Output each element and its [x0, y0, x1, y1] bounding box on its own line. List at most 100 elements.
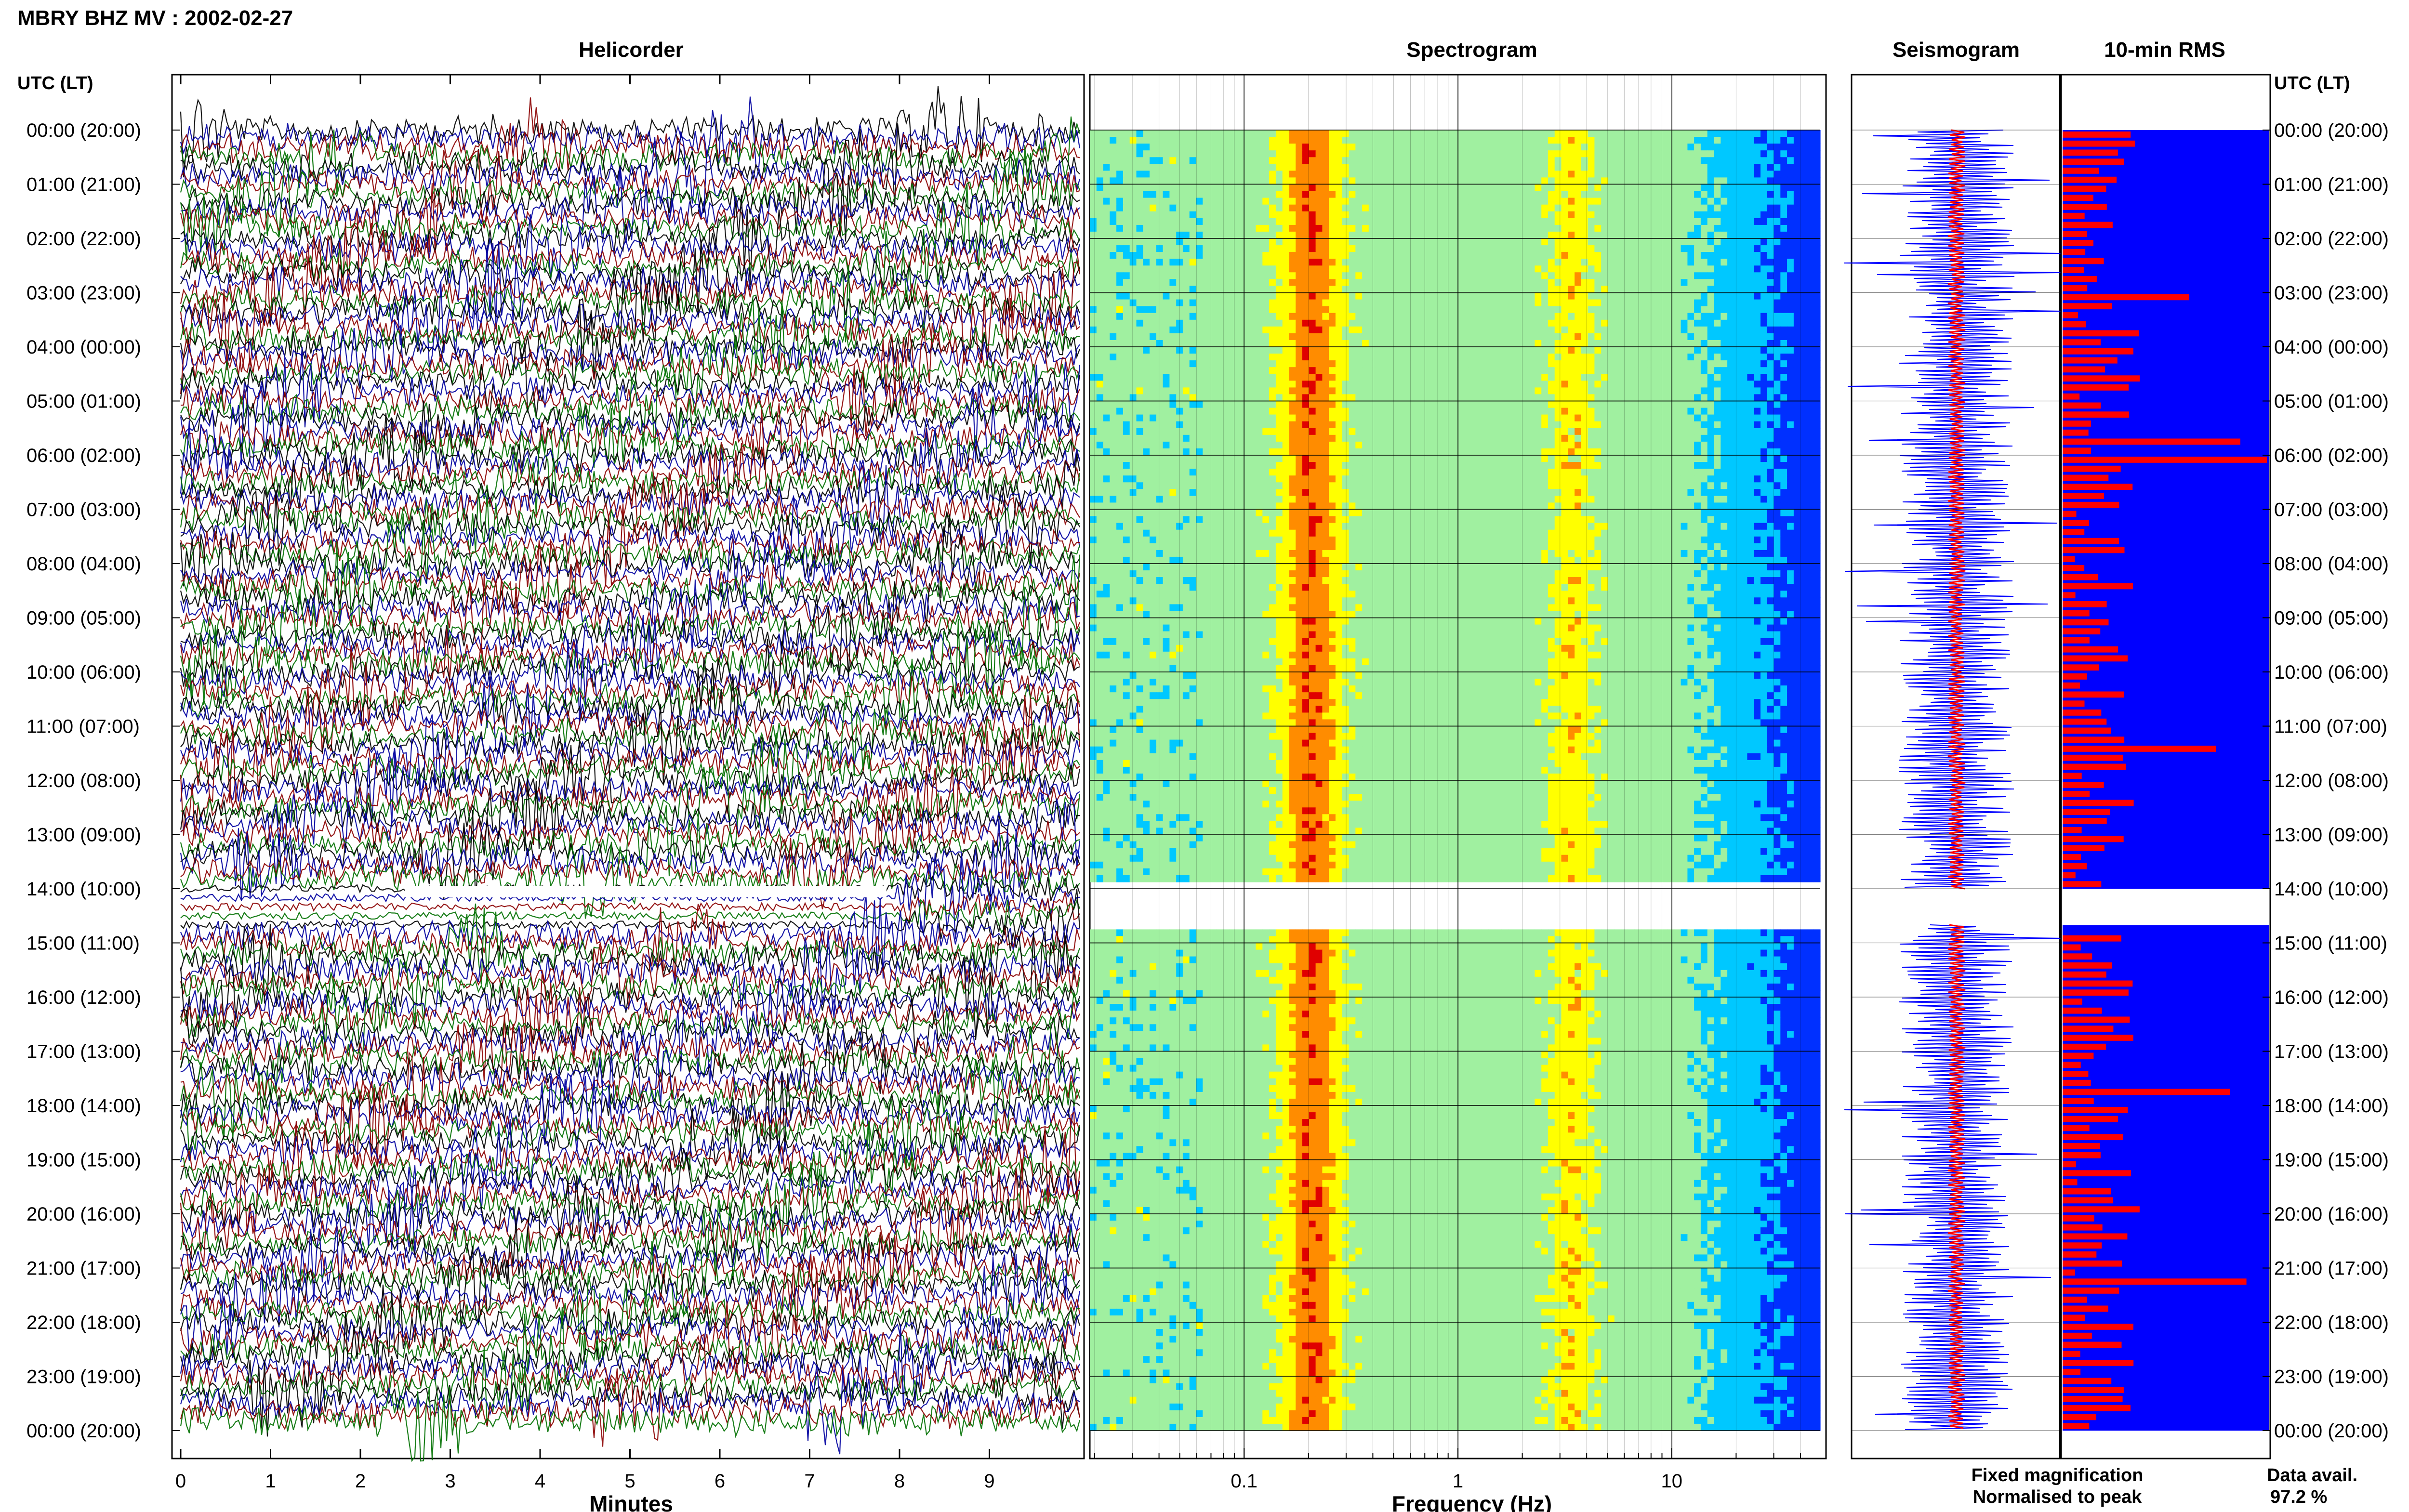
spectrogram-cell	[1548, 354, 1555, 361]
spectrogram-cell	[1422, 150, 1429, 158]
spectrogram-cell	[1469, 232, 1475, 239]
spectrogram-cell	[1515, 177, 1522, 184]
spectrogram-cell	[1442, 421, 1448, 429]
spectrogram-cell	[1575, 184, 1581, 192]
spectrogram-cell	[1382, 144, 1389, 151]
spectrogram-cell	[1714, 394, 1721, 401]
spectrogram-cell	[1156, 367, 1163, 374]
spectrogram-cell	[1236, 198, 1243, 205]
spectrogram-cell	[1568, 238, 1575, 246]
spectrogram-cell	[1488, 421, 1495, 429]
spectrogram-cell	[1813, 137, 1820, 144]
spectrogram-cell	[1123, 259, 1130, 266]
spectrogram-cell	[1203, 279, 1209, 286]
spectrogram-cell	[1409, 279, 1416, 286]
spectrogram-cell	[1568, 218, 1575, 225]
spectrogram-cell	[1734, 157, 1741, 164]
spectrogram-cell	[1687, 272, 1694, 279]
spectrogram-cell	[1296, 144, 1302, 151]
spectrogram-cell	[1681, 211, 1688, 219]
spectrogram-cell	[1097, 157, 1103, 164]
spectrogram-cell	[1714, 415, 1721, 422]
spectrogram-cell	[1229, 360, 1236, 368]
spectrogram-cell	[1409, 306, 1416, 314]
spectrogram-cell	[1588, 306, 1595, 314]
spectrogram-cell	[1475, 347, 1482, 354]
spectrogram-cell	[1448, 245, 1455, 252]
spectrogram-cell	[1203, 300, 1209, 307]
spectrogram-cell	[1601, 218, 1608, 225]
spectrogram-cell	[1807, 333, 1813, 341]
spectrogram-cell	[1389, 381, 1395, 388]
spectrogram-cell	[1774, 408, 1781, 415]
spectrogram-cell	[1528, 245, 1535, 252]
spectrogram-cell	[1727, 191, 1734, 198]
spectrogram-cell	[1355, 144, 1362, 151]
spectrogram-cell	[1601, 293, 1608, 300]
spectrogram-cell	[1601, 408, 1608, 415]
spectrogram-cell	[1734, 293, 1741, 300]
spectrogram-cell	[1448, 171, 1455, 178]
spectrogram-cell	[1110, 259, 1116, 266]
spectrogram-cell	[1362, 313, 1369, 320]
spectrogram-cell	[1475, 340, 1482, 347]
spectrogram-cell	[1422, 381, 1429, 388]
spectrogram-cell	[1655, 232, 1661, 239]
spectrogram-cell	[1355, 130, 1362, 137]
spectrogram-cell	[1116, 164, 1123, 171]
spectrogram-cell	[1316, 279, 1323, 286]
spectrogram-cell	[1389, 360, 1395, 368]
spectrogram-cell	[1190, 245, 1196, 252]
spectrogram-cell	[1389, 177, 1395, 184]
spectrogram-cell	[1568, 272, 1575, 279]
spectrogram-cell	[1103, 205, 1110, 212]
spectrogram-cell	[1203, 211, 1209, 219]
spectrogram-cell	[1787, 137, 1794, 144]
spectrogram-cell	[1562, 387, 1568, 394]
spectrogram-cell	[1422, 225, 1429, 232]
spectrogram-cell	[1495, 374, 1502, 381]
spectrogram-cell	[1150, 245, 1156, 252]
spectrogram-cell	[1103, 313, 1110, 320]
spectrogram-cell	[1707, 245, 1714, 252]
spectrogram-cell	[1794, 259, 1800, 266]
spectrogram-cell	[1502, 259, 1509, 266]
spectrogram-cell	[1794, 150, 1800, 158]
spectrogram-cell	[1116, 184, 1123, 192]
spectrogram-cell	[1707, 293, 1714, 300]
spectrogram-cell	[1256, 415, 1263, 422]
spectrogram-cell	[1183, 232, 1190, 239]
spectrogram-cell	[1110, 211, 1116, 219]
spectrogram-cell	[1116, 238, 1123, 246]
spectrogram-cell	[1794, 164, 1800, 171]
spectrogram-cell	[1767, 327, 1774, 334]
spectrogram-cell	[1216, 333, 1223, 341]
spectrogram-cell	[1422, 130, 1429, 137]
spectrogram-cell	[1634, 381, 1641, 388]
spectrogram-cell	[1787, 381, 1794, 388]
spectrogram-cell	[1754, 191, 1760, 198]
spectrogram-cell	[1262, 408, 1269, 415]
spectrogram-cell	[1721, 381, 1727, 388]
spectrogram-cell	[1302, 252, 1309, 259]
spectrogram-cell	[1502, 421, 1509, 429]
spectrogram-cell	[1721, 137, 1727, 144]
spectrogram-cell	[1196, 313, 1203, 320]
spectrogram-cell	[1262, 293, 1269, 300]
spectrogram-cell	[1794, 191, 1800, 198]
spectrogram-cell	[1581, 340, 1588, 347]
spectrogram-cell	[1362, 367, 1369, 374]
spectrogram-cell	[1256, 171, 1263, 178]
spectrogram-cell	[1774, 293, 1781, 300]
spectrogram-cell	[1156, 177, 1163, 184]
spectrogram-cell	[1581, 367, 1588, 374]
spectrogram-cell	[1209, 198, 1216, 205]
spectrogram-cell	[1376, 415, 1382, 422]
spectrogram-cell	[1588, 408, 1595, 415]
spectrogram-cell	[1123, 191, 1130, 198]
spectrogram-cell	[1581, 415, 1588, 422]
spectrogram-cell	[1429, 164, 1435, 171]
spectrogram-cell	[1289, 286, 1296, 293]
spectrogram-cell	[1342, 225, 1349, 232]
spectrogram-cell	[1389, 191, 1395, 198]
